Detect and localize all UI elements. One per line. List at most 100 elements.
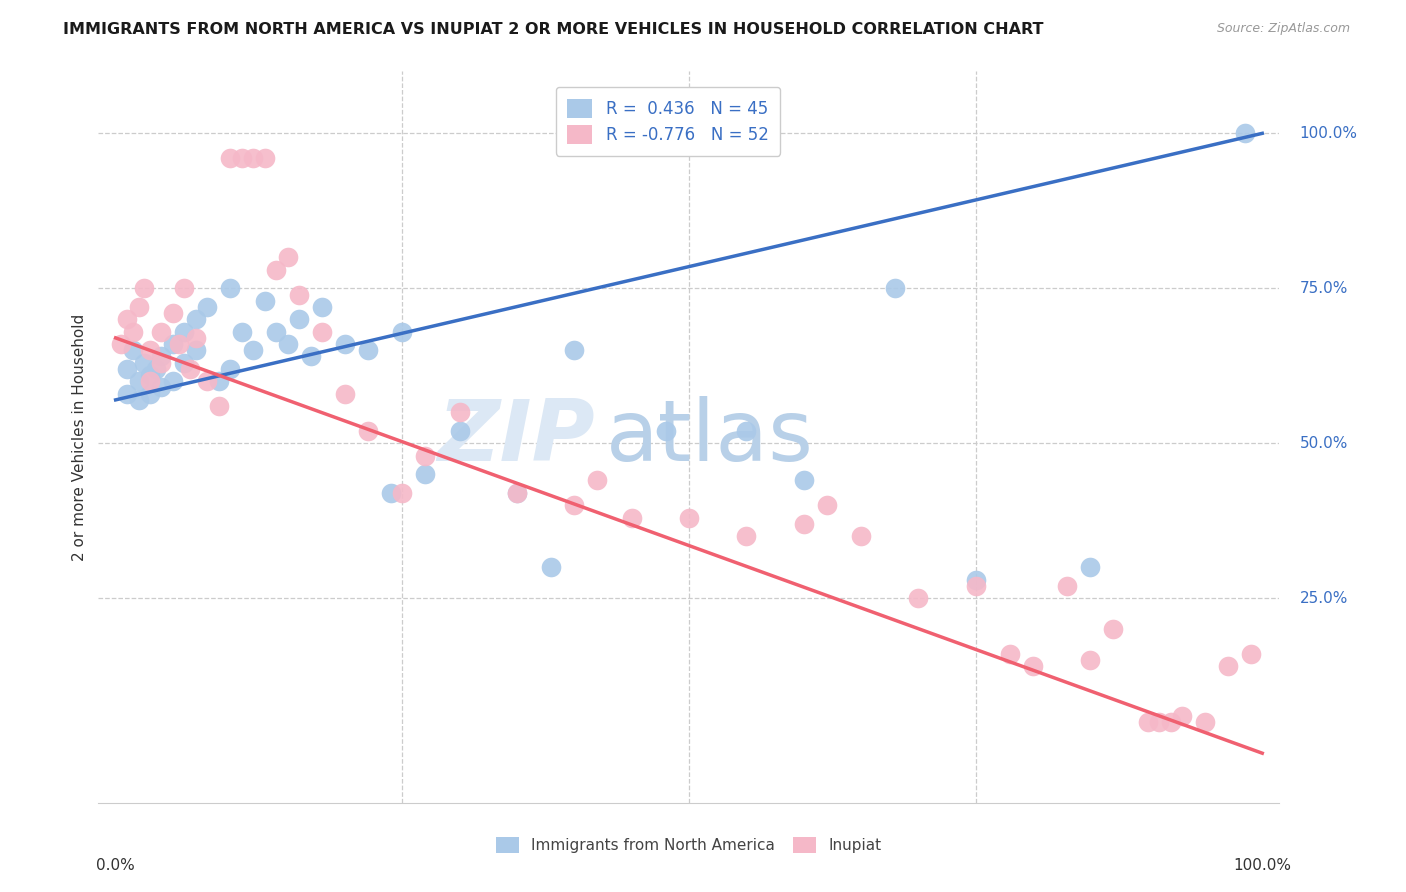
Point bbox=[128, 392, 150, 407]
Text: ZIP: ZIP bbox=[437, 395, 595, 479]
Point bbox=[413, 449, 436, 463]
Point bbox=[219, 362, 242, 376]
Point bbox=[449, 405, 471, 419]
Point bbox=[735, 424, 758, 438]
Point bbox=[173, 325, 195, 339]
Point bbox=[179, 362, 201, 376]
Point bbox=[1216, 659, 1239, 673]
Point bbox=[333, 386, 356, 401]
Point bbox=[173, 281, 195, 295]
Point bbox=[139, 368, 162, 383]
Point bbox=[173, 356, 195, 370]
Point bbox=[231, 151, 253, 165]
Point bbox=[965, 579, 987, 593]
Point bbox=[620, 510, 643, 524]
Point bbox=[231, 325, 253, 339]
Point bbox=[391, 486, 413, 500]
Point bbox=[162, 337, 184, 351]
Point bbox=[1147, 715, 1170, 730]
Point bbox=[884, 281, 907, 295]
Point bbox=[562, 343, 585, 358]
Point bbox=[150, 350, 173, 364]
Point bbox=[1136, 715, 1159, 730]
Point bbox=[1240, 647, 1263, 661]
Text: IMMIGRANTS FROM NORTH AMERICA VS INUPIAT 2 OR MORE VEHICLES IN HOUSEHOLD CORRELA: IMMIGRANTS FROM NORTH AMERICA VS INUPIAT… bbox=[63, 22, 1043, 37]
Point bbox=[121, 325, 143, 339]
Point bbox=[150, 325, 173, 339]
Point bbox=[277, 250, 299, 264]
Point bbox=[219, 151, 242, 165]
Point bbox=[242, 343, 264, 358]
Text: 75.0%: 75.0% bbox=[1299, 281, 1348, 296]
Text: 50.0%: 50.0% bbox=[1299, 436, 1348, 450]
Point bbox=[162, 306, 184, 320]
Point bbox=[253, 293, 276, 308]
Point bbox=[449, 424, 471, 438]
Text: atlas: atlas bbox=[606, 395, 814, 479]
Legend: Immigrants from North America, Inupiat: Immigrants from North America, Inupiat bbox=[488, 830, 890, 861]
Point bbox=[506, 486, 529, 500]
Point bbox=[195, 374, 218, 388]
Y-axis label: 2 or more Vehicles in Household: 2 or more Vehicles in Household bbox=[72, 313, 87, 561]
Text: 100.0%: 100.0% bbox=[1233, 858, 1291, 872]
Point bbox=[413, 467, 436, 482]
Point bbox=[380, 486, 402, 500]
Point bbox=[678, 510, 700, 524]
Point bbox=[1022, 659, 1045, 673]
Point bbox=[145, 362, 167, 376]
Point bbox=[264, 262, 287, 277]
Point bbox=[242, 151, 264, 165]
Point bbox=[907, 591, 929, 606]
Point bbox=[110, 337, 132, 351]
Point bbox=[849, 529, 872, 543]
Point bbox=[1056, 579, 1078, 593]
Point bbox=[506, 486, 529, 500]
Point bbox=[1078, 653, 1101, 667]
Text: 100.0%: 100.0% bbox=[1299, 126, 1358, 141]
Point bbox=[115, 312, 138, 326]
Text: 0.0%: 0.0% bbox=[96, 858, 135, 872]
Point bbox=[121, 343, 143, 358]
Point bbox=[357, 343, 380, 358]
Point bbox=[562, 498, 585, 512]
Point bbox=[299, 350, 322, 364]
Point bbox=[1078, 560, 1101, 574]
Point bbox=[998, 647, 1021, 661]
Point bbox=[128, 300, 150, 314]
Point bbox=[134, 281, 156, 295]
Point bbox=[139, 374, 162, 388]
Point bbox=[115, 362, 138, 376]
Point bbox=[357, 424, 380, 438]
Point bbox=[264, 325, 287, 339]
Point bbox=[391, 325, 413, 339]
Point bbox=[134, 356, 156, 370]
Point bbox=[208, 374, 231, 388]
Point bbox=[150, 380, 173, 394]
Point bbox=[1171, 709, 1194, 723]
Point bbox=[277, 337, 299, 351]
Point bbox=[586, 474, 609, 488]
Point bbox=[815, 498, 838, 512]
Point bbox=[139, 343, 162, 358]
Point bbox=[965, 573, 987, 587]
Point bbox=[1160, 715, 1182, 730]
Point bbox=[793, 516, 815, 531]
Point bbox=[253, 151, 276, 165]
Point bbox=[162, 374, 184, 388]
Point bbox=[1234, 126, 1257, 140]
Point bbox=[139, 386, 162, 401]
Point bbox=[184, 331, 207, 345]
Point bbox=[311, 325, 333, 339]
Point bbox=[167, 337, 190, 351]
Text: 25.0%: 25.0% bbox=[1299, 591, 1348, 606]
Point bbox=[288, 312, 311, 326]
Point bbox=[184, 312, 207, 326]
Point bbox=[208, 399, 231, 413]
Point bbox=[184, 343, 207, 358]
Point bbox=[1194, 715, 1216, 730]
Point bbox=[288, 287, 311, 301]
Point bbox=[311, 300, 333, 314]
Point bbox=[195, 300, 218, 314]
Point bbox=[540, 560, 562, 574]
Text: Source: ZipAtlas.com: Source: ZipAtlas.com bbox=[1216, 22, 1350, 36]
